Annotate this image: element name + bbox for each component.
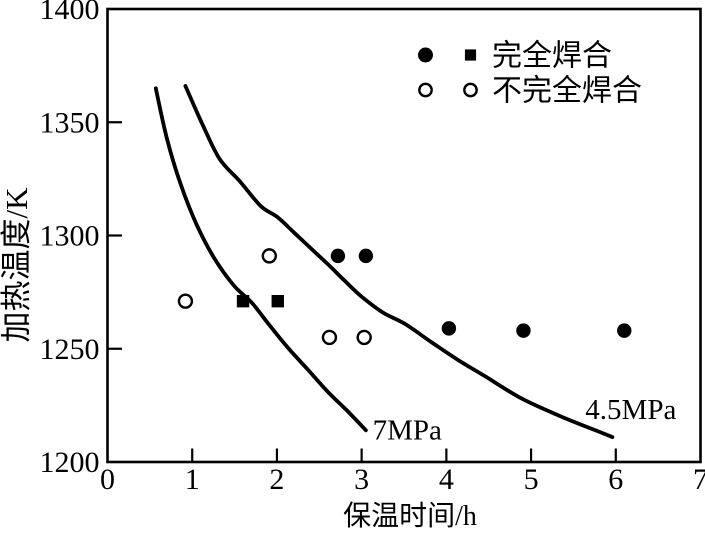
legend-label: 不完全焊合: [492, 75, 642, 108]
curve-labels: 7MPa 4.5MPa: [373, 394, 677, 446]
axis-ticks: [108, 121, 617, 461]
y-axis-title: 加热温度/K: [0, 187, 34, 343]
plot-border: [106, 7, 702, 464]
filled-circle-marker: [418, 47, 433, 63]
open-circle-marker: [418, 82, 433, 98]
filled-circle-marker: [516, 323, 531, 338]
filled-square-marker: [464, 49, 477, 61]
curve-4.5mpa: [183, 84, 615, 439]
x-tick-label: 3: [354, 463, 369, 496]
x-tick-label: 2: [269, 463, 284, 496]
curve-label: 4.5MPa: [585, 394, 676, 426]
filled-circle-marker: [330, 248, 346, 264]
open-circle-marker: [463, 82, 478, 98]
open-circle-marker: [261, 248, 278, 264]
curve-7mpa: [153, 86, 368, 433]
filled-circle-marker: [441, 321, 457, 336]
axis-tick-labels: 0 1 2 3 4 5 6 7 1200 1250 1300 1350 1400: [40, 0, 705, 496]
curves: [153, 84, 615, 439]
y-tick-label: 1250: [40, 333, 100, 366]
curve-label: 7MPa: [373, 414, 442, 446]
legend-label: 完全焊合: [492, 40, 612, 73]
filled-circle-marker: [358, 248, 374, 264]
x-tick-label: 5: [524, 463, 539, 496]
open-circle-marker: [356, 329, 372, 346]
x-tick-label: 6: [608, 463, 623, 496]
data-points: [177, 248, 632, 346]
x-tick-label: 4: [439, 463, 454, 496]
x-axis-title: 保温时间/h: [343, 500, 477, 532]
filled-square-marker: [236, 294, 250, 308]
x-tick-label: 0: [100, 463, 115, 496]
y-tick-label: 1300: [40, 220, 100, 253]
y-tick-label: 1400: [40, 0, 100, 26]
open-circle-marker: [321, 329, 338, 346]
y-tick-label: 1350: [40, 106, 100, 139]
open-circle-marker: [177, 293, 194, 309]
x-tick-label: 1: [185, 463, 200, 496]
filled-square-marker: [271, 294, 284, 308]
x-tick-label: 7: [693, 463, 705, 496]
filled-circle-marker: [617, 323, 632, 338]
y-tick-label: 1200: [40, 446, 100, 479]
